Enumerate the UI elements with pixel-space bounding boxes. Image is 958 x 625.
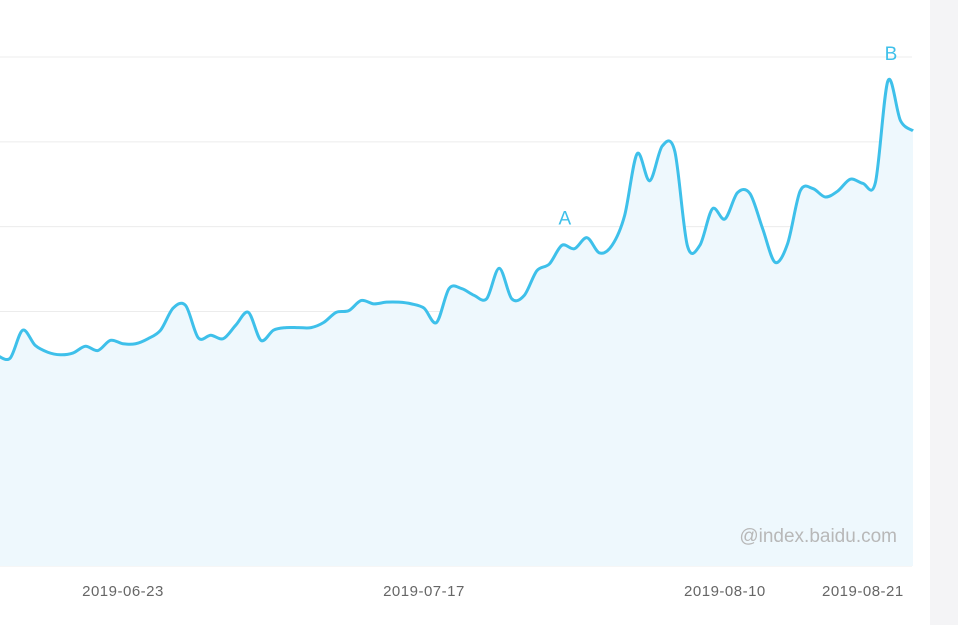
watermark: @index.baidu.com	[739, 526, 897, 547]
x-tick-label: 2019-06-23	[82, 583, 164, 600]
annotation: B	[885, 44, 898, 65]
line	[0, 77, 914, 362]
plot-area: 2019-06-23 2019-07-17 2019-08-10 2019-08-21…	[0, 44, 914, 600]
x-tick-label: 2019-08-21	[822, 583, 904, 600]
side-panel	[930, 0, 958, 625]
area	[0, 79, 914, 566]
x-tick-label: 2019-08-10	[684, 583, 766, 600]
annotation: A	[559, 208, 572, 229]
x-tick-label: 2019-07-17	[383, 583, 465, 600]
